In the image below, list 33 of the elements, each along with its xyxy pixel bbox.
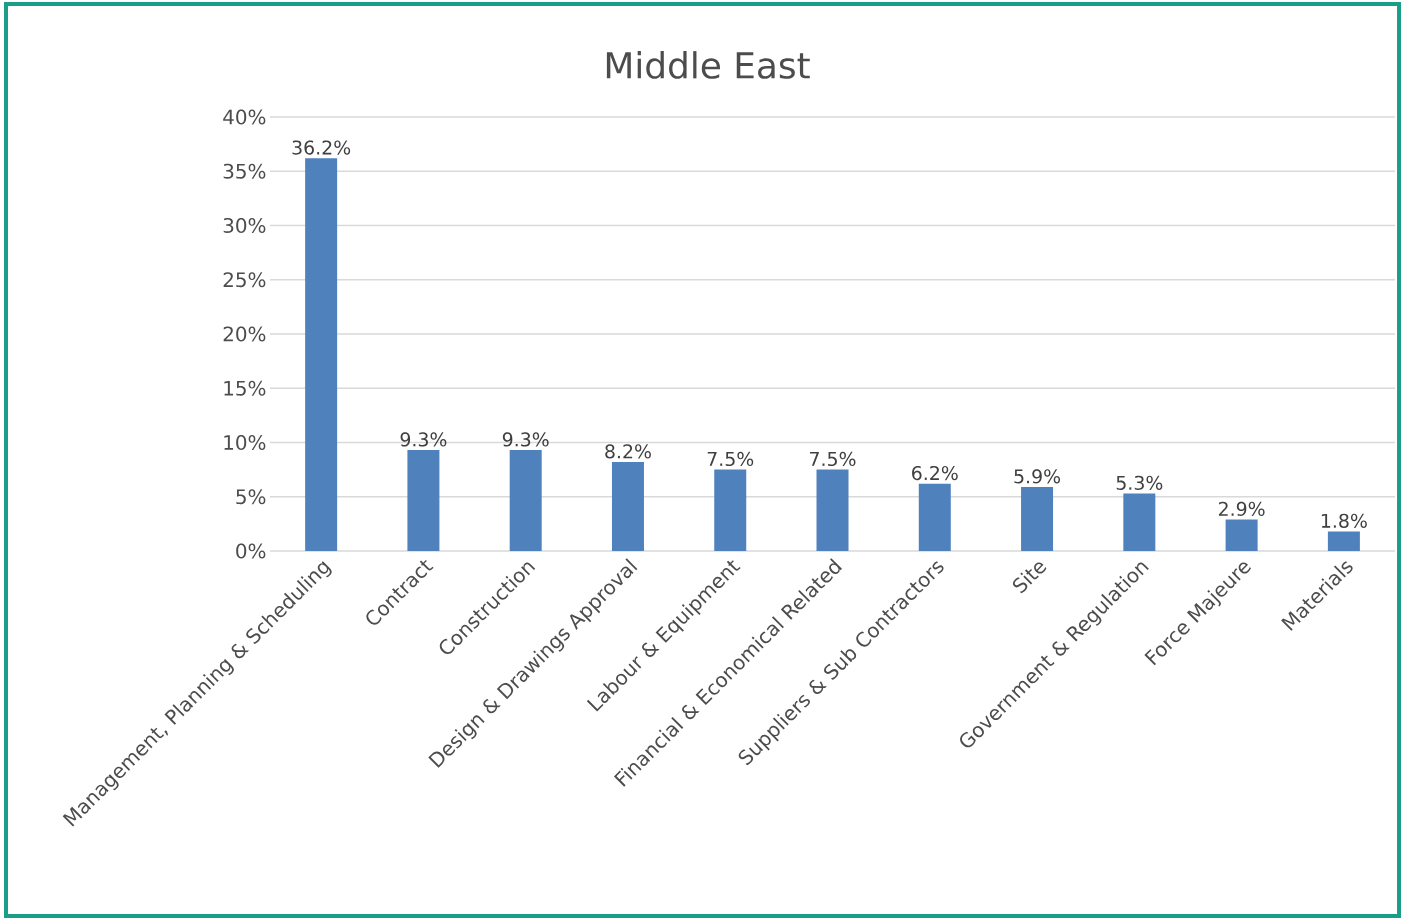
data-label: 7.5% (707, 451, 754, 467)
data-label: 6.2% (912, 465, 958, 481)
data-label: 8.2% (605, 444, 651, 459)
bar (1327, 531, 1360, 551)
y-tick-label: 30% (223, 217, 266, 234)
data-label: 1.8% (1321, 513, 1367, 528)
data-label: 9.3% (502, 432, 549, 447)
y-tick-label: 5% (236, 489, 266, 505)
data-label: 9.3% (400, 432, 447, 447)
chart-title: Middle East (606, 51, 810, 79)
bar (816, 469, 849, 551)
data-label: 5.3% (1116, 475, 1163, 490)
y-tick-label: 25% (223, 272, 266, 288)
bar (1225, 519, 1258, 551)
y-tick-label: 20% (223, 326, 266, 342)
bar (918, 483, 951, 551)
bar (407, 450, 440, 551)
y-tick-label: 35% (223, 163, 266, 179)
y-tick-label: 40% (223, 109, 266, 125)
bar (305, 158, 338, 551)
bar (1123, 493, 1156, 551)
y-tick-label: 10% (224, 434, 266, 451)
y-tick-label: 0% (236, 543, 266, 559)
data-label: 2.9% (1218, 501, 1265, 517)
x-tick-label: Site (1012, 562, 1047, 594)
y-tick-label: 15% (224, 380, 266, 396)
bar (611, 462, 644, 551)
bar (509, 450, 542, 551)
bar (1021, 486, 1054, 551)
data-label: 7.5% (810, 451, 856, 467)
data-label: 5.9% (1014, 469, 1061, 484)
bar (714, 469, 747, 551)
data-label: 36.2% (292, 140, 351, 155)
